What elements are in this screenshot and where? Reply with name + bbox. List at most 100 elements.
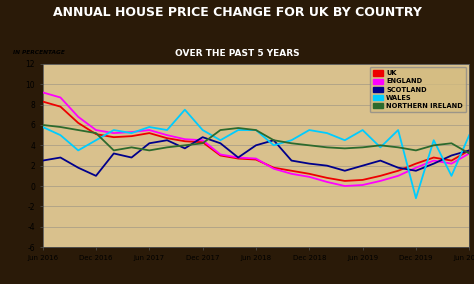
- NORTHERN IRELAND: [57, 125, 63, 129]
- WALES: [40, 125, 46, 129]
- UK: [342, 179, 347, 183]
- UK: [75, 121, 81, 125]
- WALES: [128, 131, 135, 135]
- NORTHERN IRELAND: [395, 146, 401, 149]
- Legend: UK, ENGLAND, SCOTLAND, WALES, NORTHERN IRELAND: UK, ENGLAND, SCOTLAND, WALES, NORTHERN I…: [370, 67, 466, 112]
- NORTHERN IRELAND: [342, 147, 347, 150]
- UK: [306, 172, 312, 176]
- ENGLAND: [360, 183, 365, 187]
- NORTHERN IRELAND: [289, 141, 294, 145]
- Bar: [43, 64, 469, 247]
- Line: UK: UK: [43, 102, 469, 181]
- SCOTLAND: [306, 162, 312, 165]
- UK: [182, 139, 188, 143]
- NORTHERN IRELAND: [448, 141, 454, 145]
- SCOTLAND: [253, 144, 259, 147]
- Text: OVER THE PAST 5 YEARS: OVER THE PAST 5 YEARS: [175, 49, 299, 59]
- WALES: [218, 139, 223, 142]
- WALES: [431, 139, 437, 142]
- SCOTLAND: [146, 141, 152, 145]
- SCOTLAND: [289, 159, 294, 162]
- NORTHERN IRELAND: [200, 141, 205, 145]
- WALES: [306, 128, 312, 132]
- UK: [413, 162, 419, 165]
- NORTHERN IRELAND: [377, 144, 383, 147]
- UK: [57, 105, 63, 108]
- NORTHERN IRELAND: [218, 128, 223, 132]
- UK: [93, 132, 99, 136]
- SCOTLAND: [40, 159, 46, 162]
- UK: [164, 137, 170, 140]
- Line: WALES: WALES: [43, 110, 469, 198]
- NORTHERN IRELAND: [235, 126, 241, 130]
- WALES: [235, 128, 241, 132]
- NORTHERN IRELAND: [466, 152, 472, 155]
- ENGLAND: [289, 172, 294, 176]
- ENGLAND: [431, 159, 437, 162]
- SCOTLAND: [271, 139, 277, 142]
- Line: NORTHERN IRELAND: NORTHERN IRELAND: [43, 125, 469, 153]
- WALES: [182, 108, 188, 111]
- WALES: [448, 174, 454, 178]
- ENGLAND: [93, 128, 99, 132]
- WALES: [377, 146, 383, 149]
- SCOTLAND: [342, 169, 347, 172]
- ENGLAND: [253, 157, 259, 160]
- NORTHERN IRELAND: [324, 146, 330, 149]
- WALES: [413, 197, 419, 200]
- SCOTLAND: [93, 174, 99, 178]
- WALES: [75, 149, 81, 152]
- WALES: [200, 128, 205, 132]
- ENGLAND: [377, 179, 383, 183]
- SCOTLAND: [164, 139, 170, 142]
- NORTHERN IRELAND: [164, 146, 170, 149]
- WALES: [466, 133, 472, 137]
- NORTHERN IRELAND: [146, 149, 152, 152]
- WALES: [253, 128, 259, 132]
- SCOTLAND: [200, 135, 205, 139]
- UK: [360, 178, 365, 182]
- UK: [218, 154, 223, 157]
- NORTHERN IRELAND: [75, 128, 81, 132]
- NORTHERN IRELAND: [306, 144, 312, 147]
- UK: [128, 134, 135, 138]
- UK: [431, 156, 437, 159]
- Line: SCOTLAND: SCOTLAND: [43, 137, 469, 176]
- Line: ENGLAND: ENGLAND: [43, 92, 469, 186]
- SCOTLAND: [235, 156, 241, 159]
- NORTHERN IRELAND: [40, 123, 46, 127]
- UK: [466, 149, 472, 152]
- ENGLAND: [200, 139, 205, 142]
- NORTHERN IRELAND: [413, 149, 419, 152]
- NORTHERN IRELAND: [253, 128, 259, 132]
- NORTHERN IRELAND: [128, 146, 135, 149]
- ENGLAND: [57, 96, 63, 99]
- UK: [377, 174, 383, 178]
- ENGLAND: [146, 128, 152, 132]
- NORTHERN IRELAND: [111, 149, 117, 152]
- SCOTLAND: [431, 162, 437, 165]
- ENGLAND: [111, 131, 117, 135]
- WALES: [324, 131, 330, 135]
- WALES: [146, 125, 152, 129]
- ENGLAND: [75, 115, 81, 118]
- Text: IN PERCENTAGE: IN PERCENTAGE: [13, 50, 64, 55]
- SCOTLAND: [360, 164, 365, 167]
- SCOTLAND: [75, 166, 81, 169]
- ENGLAND: [128, 130, 135, 134]
- SCOTLAND: [448, 154, 454, 157]
- UK: [111, 135, 117, 139]
- UK: [395, 169, 401, 172]
- WALES: [395, 128, 401, 132]
- ENGLAND: [466, 152, 472, 155]
- WALES: [93, 139, 99, 142]
- ENGLAND: [448, 162, 454, 165]
- ENGLAND: [306, 175, 312, 179]
- Text: ANNUAL HOUSE PRICE CHANGE FOR UK BY COUNTRY: ANNUAL HOUSE PRICE CHANGE FOR UK BY COUN…: [53, 6, 421, 19]
- NORTHERN IRELAND: [360, 146, 365, 149]
- SCOTLAND: [395, 166, 401, 169]
- SCOTLAND: [218, 141, 223, 145]
- UK: [200, 141, 205, 144]
- SCOTLAND: [377, 159, 383, 162]
- UK: [324, 176, 330, 179]
